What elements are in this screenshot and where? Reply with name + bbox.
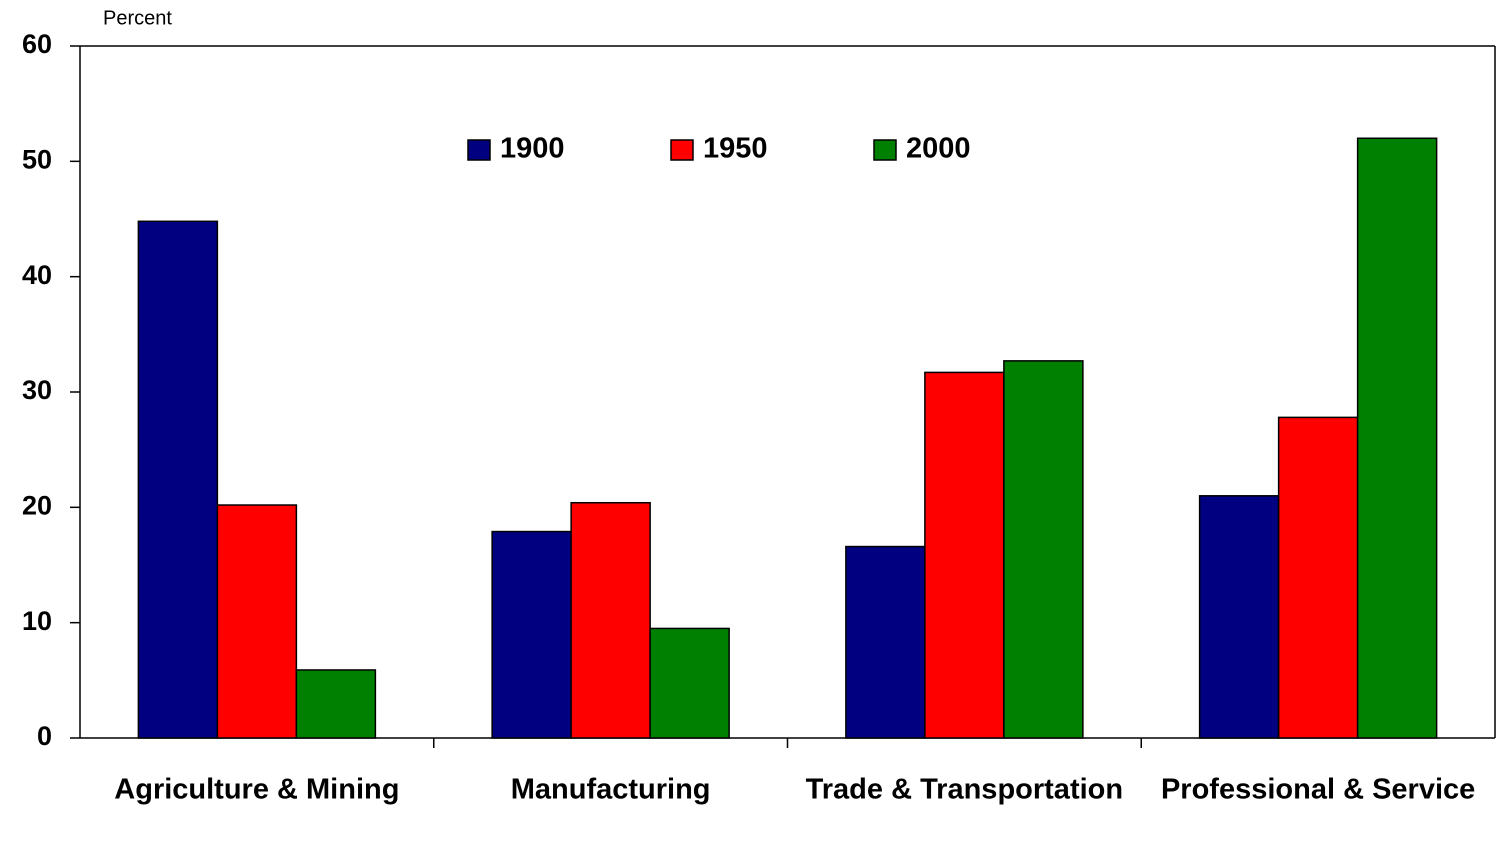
bar	[216, 504, 298, 739]
bar	[1356, 137, 1438, 739]
bar	[137, 220, 219, 739]
y-tick-label: 10	[22, 606, 52, 636]
bar	[295, 669, 377, 739]
y-tick-label: 30	[22, 375, 52, 405]
legend-label: 1950	[703, 133, 768, 165]
x-tick-label: Trade & Transportation	[806, 774, 1123, 806]
legend-label: 1900	[500, 133, 565, 165]
bar	[491, 530, 572, 739]
bar	[570, 501, 651, 739]
x-tick-label: Manufacturing	[511, 774, 711, 806]
bar	[845, 545, 926, 739]
bar	[1003, 360, 1084, 739]
y-tick-label: 40	[22, 260, 52, 290]
bar	[1198, 495, 1280, 739]
x-tick-label: Professional & Service	[1161, 774, 1475, 806]
legend-swatch	[467, 139, 491, 161]
bar	[1277, 416, 1359, 739]
legend-swatch	[670, 139, 694, 161]
y-tick-label: 60	[22, 29, 52, 59]
y-tick-label: 0	[37, 721, 52, 751]
y-tick-label: 50	[22, 144, 52, 174]
bar	[649, 627, 730, 739]
legend-swatch	[873, 139, 897, 161]
legend-label: 2000	[906, 133, 971, 165]
bar	[924, 371, 1005, 739]
y-tick-label: 20	[22, 490, 52, 520]
x-tick-label: Agriculture & Mining	[114, 774, 399, 806]
y-axis-label: Percent	[103, 7, 172, 29]
